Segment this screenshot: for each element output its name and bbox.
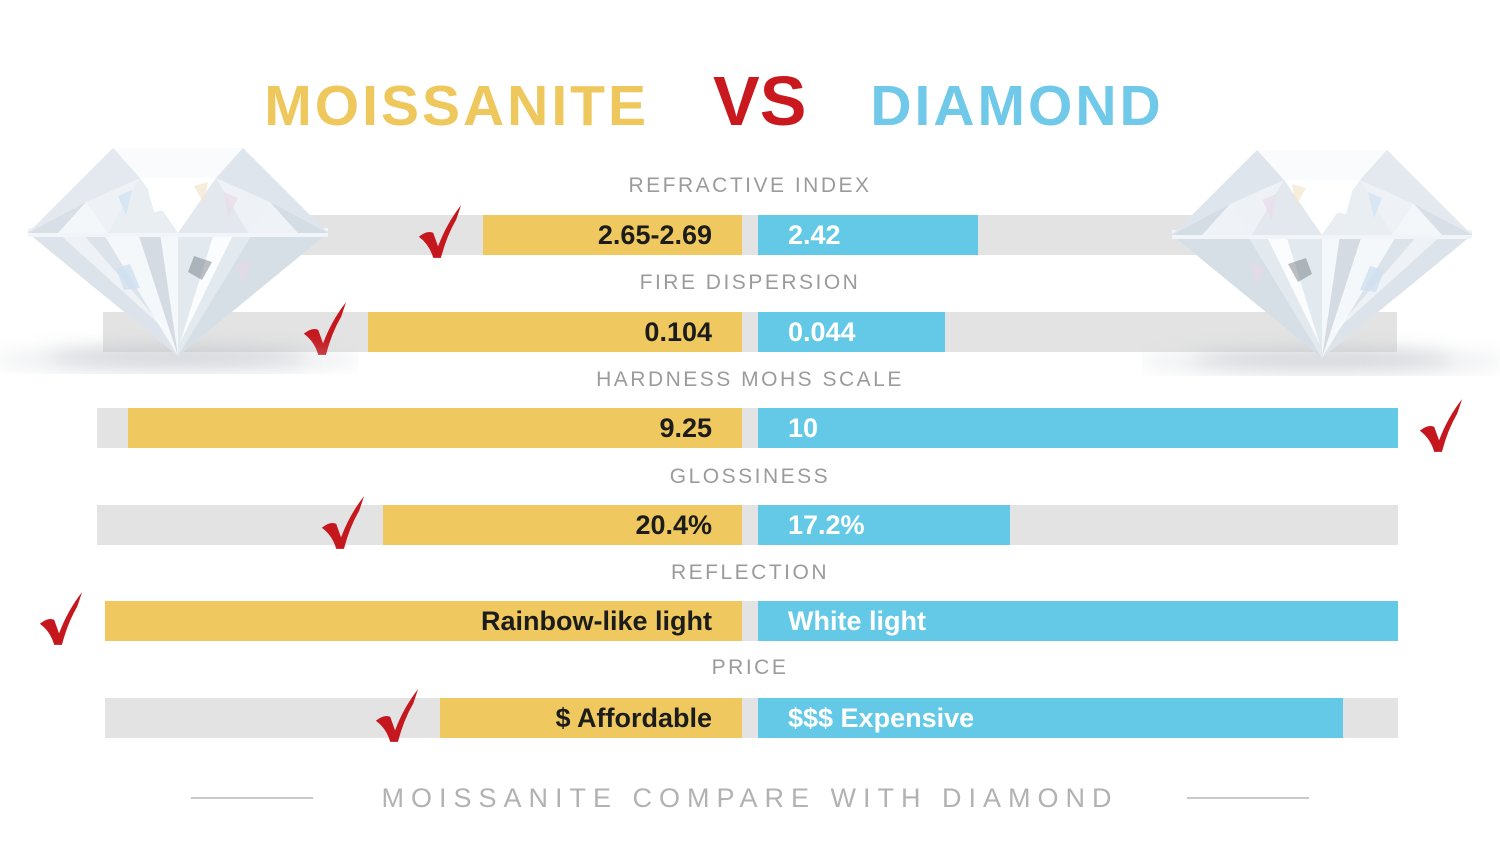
diamond-value: 0.044 — [788, 317, 856, 347]
moissanite-value: 0.104 — [644, 317, 712, 347]
bar-track — [97, 505, 1398, 545]
moissanite-value: $ Affordable — [555, 703, 712, 733]
diamond-value: White light — [788, 606, 926, 636]
page-title: MOISSANITE VS DIAMOND — [0, 66, 1464, 146]
footer-left-line — [191, 797, 314, 799]
attribute-label: PRICE — [711, 656, 789, 679]
winner-check-icon — [1416, 396, 1464, 454]
moissanite-value: 9.25 — [659, 413, 712, 443]
diamond-bar: $$$ Expensive — [758, 698, 1343, 738]
title-moissanite: MOISSANITE — [264, 74, 649, 138]
diamond-value: 2.42 — [788, 220, 841, 250]
winner-check-icon — [372, 686, 420, 744]
diamond-value: 10 — [788, 413, 819, 443]
winner-check-icon — [36, 589, 84, 647]
moissanite-value: 20.4% — [635, 510, 712, 540]
moissanite-value: Rainbow-like light — [480, 606, 712, 636]
diamond-bar: 2.42 — [758, 215, 978, 255]
winner-check-icon — [318, 493, 366, 551]
diamond-bar: 17.2% — [758, 505, 1010, 545]
moissanite-bar: 20.4% — [383, 505, 742, 545]
attribute-label: HARDNESS MOHS SCALE — [596, 368, 904, 391]
footer-text: MOISSANITE COMPARE WITH DIAMOND — [381, 782, 1119, 813]
attribute-label: REFLECTION — [670, 561, 829, 584]
footer-right-line — [1186, 797, 1309, 799]
moissanite-bar: Rainbow-like light — [105, 601, 742, 641]
diamond-bar: 0.044 — [758, 312, 945, 352]
moissanite-bar: $ Affordable — [440, 698, 742, 738]
attribute-label: REFRACTIVE INDEX — [628, 174, 872, 197]
diamond-bar: White light — [758, 601, 1398, 641]
attribute-label: FIRE DISPERSION — [639, 271, 861, 294]
diamond-value: 17.2% — [788, 510, 865, 540]
title-vs: VS — [713, 62, 807, 140]
diamond-bar: 10 — [758, 408, 1398, 448]
footer-caption: MOISSANITE COMPARE WITH DIAMOND — [0, 779, 1500, 817]
moissanite-value: 2.65-2.69 — [597, 220, 712, 250]
moissanite-gem-image — [0, 138, 358, 374]
winner-check-icon — [415, 202, 463, 260]
moissanite-bar: 9.25 — [128, 408, 742, 448]
diamond-gem-image — [1142, 140, 1500, 376]
title-diamond: DIAMOND — [870, 74, 1164, 138]
moissanite-bar: 0.104 — [368, 312, 742, 352]
attribute-label: GLOSSINESS — [669, 465, 831, 488]
moissanite-bar: 2.65-2.69 — [483, 215, 742, 255]
diamond-value: $$$ Expensive — [788, 703, 975, 733]
bar-track — [210, 215, 1290, 255]
